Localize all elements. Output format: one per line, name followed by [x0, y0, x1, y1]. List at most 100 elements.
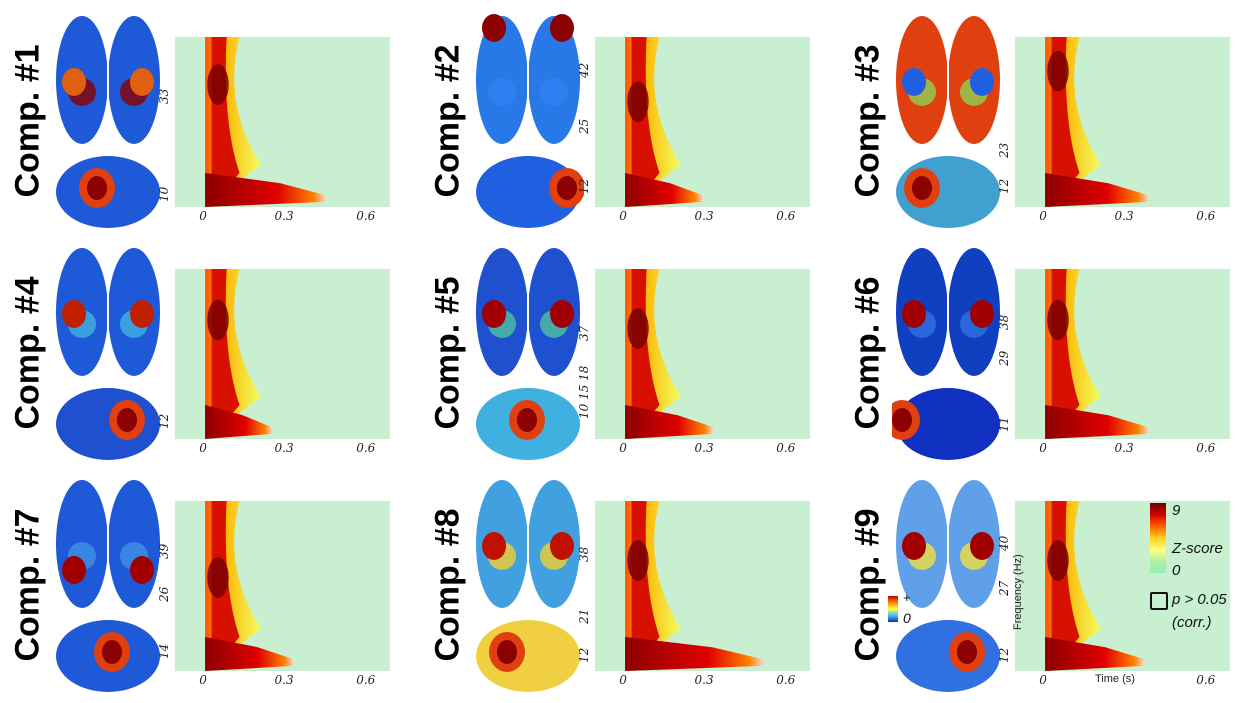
time-frequency-plot: [175, 501, 390, 671]
tf-map: [595, 37, 810, 207]
component-label: Comp. #7: [0, 472, 55, 697]
time-frequency-plot: [1015, 501, 1230, 671]
brain-top-view: [56, 248, 160, 376]
y-tick-label: 12: [577, 647, 591, 663]
tf-peak: [1047, 50, 1069, 92]
x-tick-label: 0.6: [776, 441, 796, 455]
brain-top: [52, 244, 164, 380]
y-tick-label: 23: [997, 142, 1011, 158]
tf-low-freq-streak: [625, 173, 703, 207]
component-panel: Comp. #7 39 26 14 0 0.3 0.6: [0, 472, 400, 697]
component-label-text: Comp. #8: [428, 507, 466, 662]
time-frequency-plot: [595, 37, 810, 207]
brain-colorbar-zero: 0: [903, 610, 911, 626]
brain-side-view: [476, 620, 580, 692]
tf-map: [175, 37, 390, 207]
x-tick-label: 0: [199, 441, 207, 455]
zscore-max: 9: [1172, 502, 1181, 519]
tf-low-freq-streak: [205, 173, 326, 207]
y-tick-label: 27: [997, 581, 1011, 597]
y-tick-label: 29: [997, 350, 1011, 367]
tf-peak: [207, 557, 229, 598]
x-tick-label: 0.3: [274, 673, 294, 687]
x-tick-label: 0.6: [1196, 673, 1216, 687]
x-tick-label: 0.6: [356, 673, 376, 687]
component-panel: Comp. #8 38 21 12 0 0.3 0.6: [420, 472, 820, 697]
brain-side: [892, 150, 1004, 234]
x-tick-label: 0.3: [694, 441, 714, 455]
tf-map: [595, 269, 810, 439]
brain-side: [52, 382, 164, 466]
brain-side-view: [476, 388, 580, 460]
tf-map: [175, 269, 390, 439]
tf-peak: [627, 308, 649, 349]
brain-side-view: [56, 388, 160, 460]
zscore-min: 0: [1172, 562, 1181, 579]
time-frequency-plot: [175, 269, 390, 439]
tf-low-freq-streak: [625, 637, 763, 671]
time-frequency-plot: [175, 37, 390, 207]
brain-top-view: [896, 16, 1000, 144]
time-frequency-plot: [595, 501, 810, 671]
tf-low-freq-streak: [1045, 637, 1144, 671]
y-tick-label: 42: [577, 62, 591, 78]
component-label-text: Comp. #2: [428, 43, 466, 198]
brain-top-view: [896, 480, 1000, 608]
brain-side: [892, 614, 1004, 698]
x-tick-label: 0: [619, 209, 627, 223]
component-label-text: Comp. #4: [8, 275, 46, 430]
x-tick-label: 0.6: [776, 673, 796, 687]
time-frequency-plot: [595, 269, 810, 439]
component-label-text: Comp. #3: [848, 43, 886, 198]
y-tick-label: 25: [577, 118, 591, 135]
brain-side: [52, 614, 164, 698]
x-tick-label: 0.6: [1196, 209, 1216, 223]
component-label: Comp. #1: [0, 8, 55, 233]
time-axis-title: Time (s): [1095, 673, 1135, 685]
brain-top-view: [896, 248, 1000, 376]
tf-map: [1015, 501, 1230, 671]
brain-side: [472, 382, 584, 466]
brain-top: [52, 476, 164, 612]
component-label: Comp. #2: [420, 8, 475, 233]
x-tick-label: 0: [1039, 441, 1047, 455]
time-frequency-plot: [1015, 269, 1230, 439]
tf-peak: [1047, 299, 1069, 341]
y-tick-label: 21: [577, 608, 591, 624]
component-label-text: Comp. #5: [428, 275, 466, 430]
brain-top: [472, 476, 584, 612]
significance-text: p > 0.05: [1172, 591, 1227, 608]
brain-side: [884, 382, 1004, 466]
component-panel: Comp. #2 42 25 12 0 0.3 0.6: [420, 8, 820, 233]
brain-top-view: [476, 248, 580, 376]
tf-low-freq-streak: [625, 405, 714, 439]
brain-side: [472, 614, 584, 698]
zscore-title: Z-score: [1172, 540, 1223, 557]
tf-map: [1015, 269, 1230, 439]
tf-peak: [1047, 540, 1069, 581]
tf-low-freq-streak: [1045, 173, 1149, 207]
brain-side-view: [884, 388, 1000, 460]
component-panel: Comp. #1 33 10 0 0.3 0.6: [0, 8, 400, 233]
x-tick-label: 0.3: [694, 209, 714, 223]
brain-top: [52, 12, 164, 148]
y-tick-label: 33: [157, 88, 171, 104]
component-label: Comp. #8: [420, 472, 475, 697]
tf-peak: [207, 299, 229, 341]
x-tick-label: 0: [199, 673, 207, 687]
x-tick-label: 0.6: [356, 209, 376, 223]
brain-top-view: [56, 480, 160, 608]
x-tick-label: 0.3: [1114, 209, 1134, 223]
tf-peak: [627, 540, 649, 581]
component-label-text: Comp. #9: [848, 507, 886, 662]
tf-low-freq-streak: [205, 637, 294, 671]
x-tick-label: 0.3: [1114, 441, 1134, 455]
x-tick-label: 0: [619, 673, 627, 687]
x-tick-label: 0.3: [694, 673, 714, 687]
y-tick-label: 12: [997, 178, 1011, 194]
frequency-axis-title: Frequency (Hz): [1012, 554, 1024, 630]
tf-map: [175, 501, 390, 671]
component-label: Comp. #4: [0, 240, 55, 465]
component-panel: Comp. #9 40 27 12 0 0.6: [840, 472, 1240, 697]
brain-side-view: [56, 620, 160, 692]
